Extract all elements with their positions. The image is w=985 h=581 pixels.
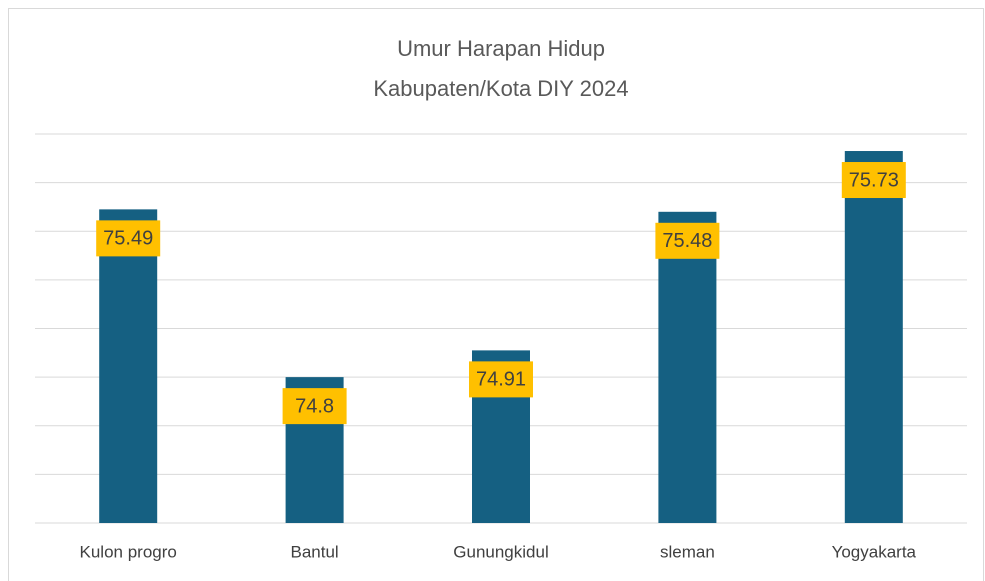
value-label: 75.49: [103, 228, 153, 250]
x-tick-label: Yogyakarta: [832, 542, 917, 561]
value-label-box: [469, 361, 533, 398]
bar: [844, 151, 903, 524]
value-label: 74.8: [295, 395, 334, 417]
chart-title: Umur Harapan Hidup: [397, 36, 605, 61]
bar: [99, 209, 158, 523]
value-label-box: [655, 222, 720, 259]
bar: [658, 211, 717, 524]
value-label-box: [841, 162, 906, 199]
x-tick-label: Bantul: [290, 542, 338, 561]
value-label: 75.48: [662, 230, 712, 252]
chart-title: Kabupaten/Kota DIY 2024: [373, 76, 628, 101]
value-label: 75.73: [849, 169, 899, 191]
x-tick-label: Gunungkidul: [453, 542, 548, 561]
value-label-box: [282, 388, 347, 425]
value-label-box: [96, 220, 161, 257]
x-tick-label: sleman: [660, 542, 715, 561]
x-tick-label: Kulon progro: [80, 542, 177, 561]
value-label: 74.91: [476, 369, 526, 391]
